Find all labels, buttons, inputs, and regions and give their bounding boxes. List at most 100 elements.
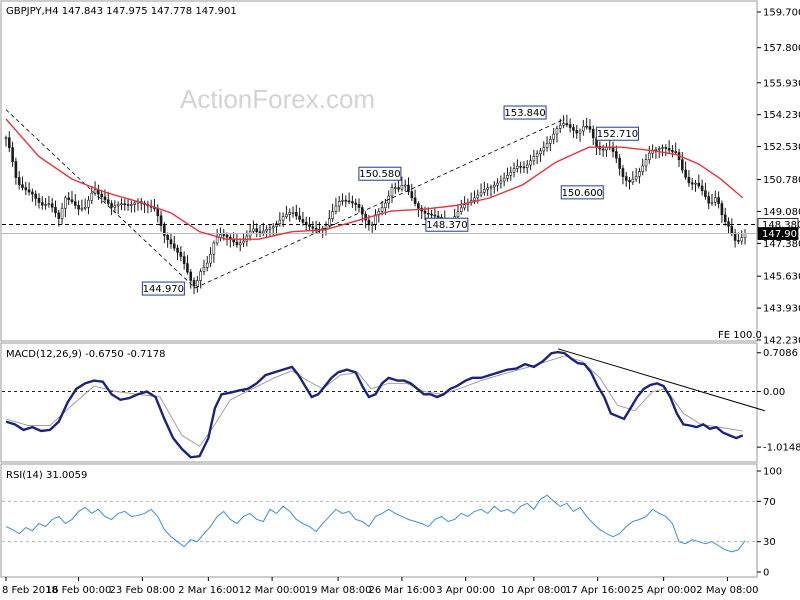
x-tick-label: 17 Apr 16:00 xyxy=(565,585,630,596)
candle-body xyxy=(159,215,163,226)
main-panel-frame xyxy=(0,0,758,342)
candle-body xyxy=(120,203,123,206)
watermark: ActionForex.com xyxy=(180,84,375,114)
candle-body xyxy=(459,207,463,212)
candle-body xyxy=(7,137,11,148)
candle-body xyxy=(417,203,420,209)
x-tick-label: 26 Mar 16:00 xyxy=(369,585,436,596)
candle-body xyxy=(519,165,522,168)
candle-body xyxy=(641,165,645,172)
main-header: GBPJPY,H4 147.843 147.975 147.778 147.90… xyxy=(6,6,237,17)
candle-body xyxy=(186,263,189,273)
candle-body xyxy=(341,199,344,202)
candle-body xyxy=(638,171,641,177)
candle-body xyxy=(700,185,704,191)
y-tick-label: 150.780 xyxy=(763,175,800,186)
candle-body xyxy=(100,193,103,198)
x-tick-label: 19 Mar 08:00 xyxy=(305,585,372,596)
y-tick-label: 145.630 xyxy=(763,272,800,283)
candle-body xyxy=(496,182,499,186)
y-tick-label: 30 xyxy=(763,537,776,548)
macd-header: MACD(12,26,9) -0.6750 -0.7178 xyxy=(6,349,166,360)
candle-body xyxy=(588,126,592,130)
price-annotation-box xyxy=(141,281,185,296)
x-tick-label: 2 May 08:00 xyxy=(696,585,758,596)
candle-body xyxy=(24,187,28,191)
candle-body xyxy=(54,206,57,214)
candle-body xyxy=(182,256,186,264)
price-annotation-label: 153.840 xyxy=(504,108,545,119)
candle-body xyxy=(624,176,628,181)
candle-body xyxy=(156,208,160,217)
x-tick-label: 23 Feb 08:00 xyxy=(110,585,176,596)
candle-body xyxy=(618,157,621,169)
rsi-header: RSI(14) 31.0059 xyxy=(6,470,87,481)
price-tag-label: 147.901 xyxy=(762,229,800,240)
candle-body xyxy=(179,252,183,257)
candle-body xyxy=(77,205,80,210)
candle-body xyxy=(631,178,635,183)
candle-body xyxy=(44,204,47,206)
y-tick-label: 100 xyxy=(763,467,782,478)
candle-body xyxy=(364,213,367,221)
candle-body xyxy=(657,148,661,150)
candle-body xyxy=(110,203,113,208)
candle-body xyxy=(506,175,509,179)
candle-body xyxy=(278,219,282,224)
candle-body xyxy=(532,156,536,162)
candle-body xyxy=(106,199,110,204)
candle-body xyxy=(555,128,559,135)
candle-body xyxy=(271,226,275,229)
candle-body xyxy=(476,194,480,199)
price-annotation-box xyxy=(425,217,469,232)
candle-body xyxy=(502,177,506,182)
y-tick-label: 142.230 xyxy=(763,336,800,347)
candle-body xyxy=(14,161,18,178)
candle-body xyxy=(384,202,387,209)
candle-body xyxy=(126,204,130,206)
candle-body xyxy=(707,196,711,204)
x-tick-label: 25 Apr 00:00 xyxy=(631,585,696,596)
x-tick-label: 3 Apr 00:00 xyxy=(436,585,495,596)
candle-body xyxy=(648,152,651,160)
candle-body xyxy=(64,197,67,209)
candle-body xyxy=(542,147,546,152)
candle-body xyxy=(499,180,503,184)
candle-body xyxy=(209,253,212,264)
candle-body xyxy=(423,210,427,214)
candle-body xyxy=(687,176,691,184)
candle-body xyxy=(714,197,717,203)
axis-layer: 159.700 157.800 155.930 154.230 152.530 150.7… xyxy=(2,8,800,597)
candle-body xyxy=(413,197,417,204)
candle-body xyxy=(295,211,298,217)
candle-body xyxy=(456,211,460,217)
price-annotation-box xyxy=(595,126,639,141)
candle-body xyxy=(516,165,519,169)
candle-body xyxy=(262,230,265,234)
candle-body xyxy=(694,182,697,185)
candle-body xyxy=(275,223,278,227)
candle-body xyxy=(710,201,714,204)
rsi-chart-layer xyxy=(2,494,757,553)
candle-body xyxy=(222,234,226,236)
candle-body xyxy=(403,184,407,187)
candle-body xyxy=(172,243,176,249)
candle-body xyxy=(733,232,737,241)
candle-body xyxy=(123,203,127,206)
candle-body xyxy=(133,202,136,205)
candle-body xyxy=(410,191,414,199)
y-tick-label: 147.380 xyxy=(763,239,800,250)
candle-body xyxy=(337,201,341,207)
candle-body xyxy=(163,225,166,236)
candle-body xyxy=(628,180,631,183)
candle-body xyxy=(60,207,64,219)
candle-body xyxy=(667,148,671,151)
candle-body xyxy=(621,168,625,177)
candle-body xyxy=(664,147,668,149)
y-tick-label: 143.930 xyxy=(763,304,800,315)
candle-body xyxy=(522,166,526,169)
candle-body xyxy=(285,214,288,217)
candle-body xyxy=(215,237,219,244)
candle-body xyxy=(169,239,173,245)
candle-body xyxy=(235,241,239,246)
